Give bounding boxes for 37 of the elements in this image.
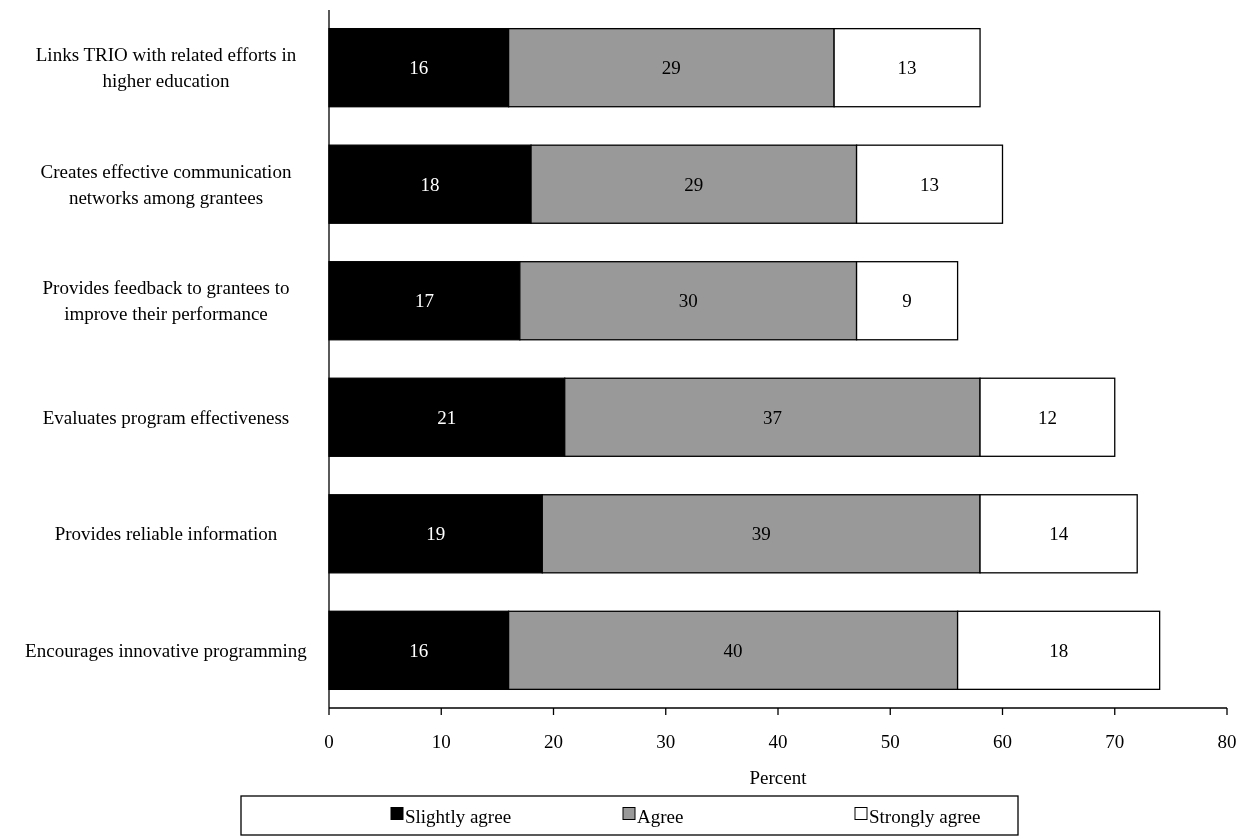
data-label: 9 — [902, 290, 912, 312]
x-tick-label: 80 — [1217, 731, 1237, 752]
data-label: 29 — [661, 57, 681, 79]
data-label: 16 — [409, 57, 429, 79]
data-label: 37 — [762, 406, 782, 428]
x-tick-label: 0 — [324, 731, 334, 752]
data-label: 13 — [897, 57, 917, 79]
data-label: 39 — [751, 523, 771, 545]
data-label: 19 — [426, 523, 446, 545]
data-label: 18 — [1049, 639, 1069, 661]
legend-label: Agree — [637, 806, 684, 828]
data-label: 12 — [1037, 406, 1057, 428]
y-tick-label: Creates effective communication networks among grantees — [40, 160, 292, 208]
x-tick-label: 20 — [544, 731, 563, 752]
data-label: 30 — [678, 290, 698, 312]
data-label: 21 — [437, 406, 457, 428]
legend-label: Slightly agree — [405, 806, 512, 828]
data-label: 29 — [684, 173, 704, 195]
data-label: 18 — [420, 173, 440, 195]
x-tick-label: 50 — [880, 731, 900, 752]
data-label: 13 — [920, 173, 940, 195]
x-tick-label: 30 — [656, 731, 676, 752]
data-label: 40 — [723, 639, 743, 661]
y-tick-label: Encourages innovative programming — [25, 639, 308, 661]
x-tick-label: 40 — [768, 731, 788, 752]
legend-label: Strongly agree — [869, 806, 981, 828]
y-tick-label: Provides reliable information — [54, 523, 278, 545]
data-label: 14 — [1049, 523, 1069, 545]
x-tick-label: 10 — [431, 731, 451, 752]
x-tick-label: 70 — [1105, 731, 1125, 752]
data-label: 17 — [414, 290, 434, 312]
data-label: 16 — [409, 639, 429, 661]
y-tick-label: Evaluates program effectiveness — [42, 406, 290, 428]
y-tick-label: Links TRIO with related efforts in higher education — [35, 44, 297, 92]
x-tick-label: 60 — [993, 731, 1012, 752]
x-axis-title: Percent — [749, 767, 808, 788]
y-tick-label: Provides feedback to grantees to improve their performance — [42, 277, 290, 325]
